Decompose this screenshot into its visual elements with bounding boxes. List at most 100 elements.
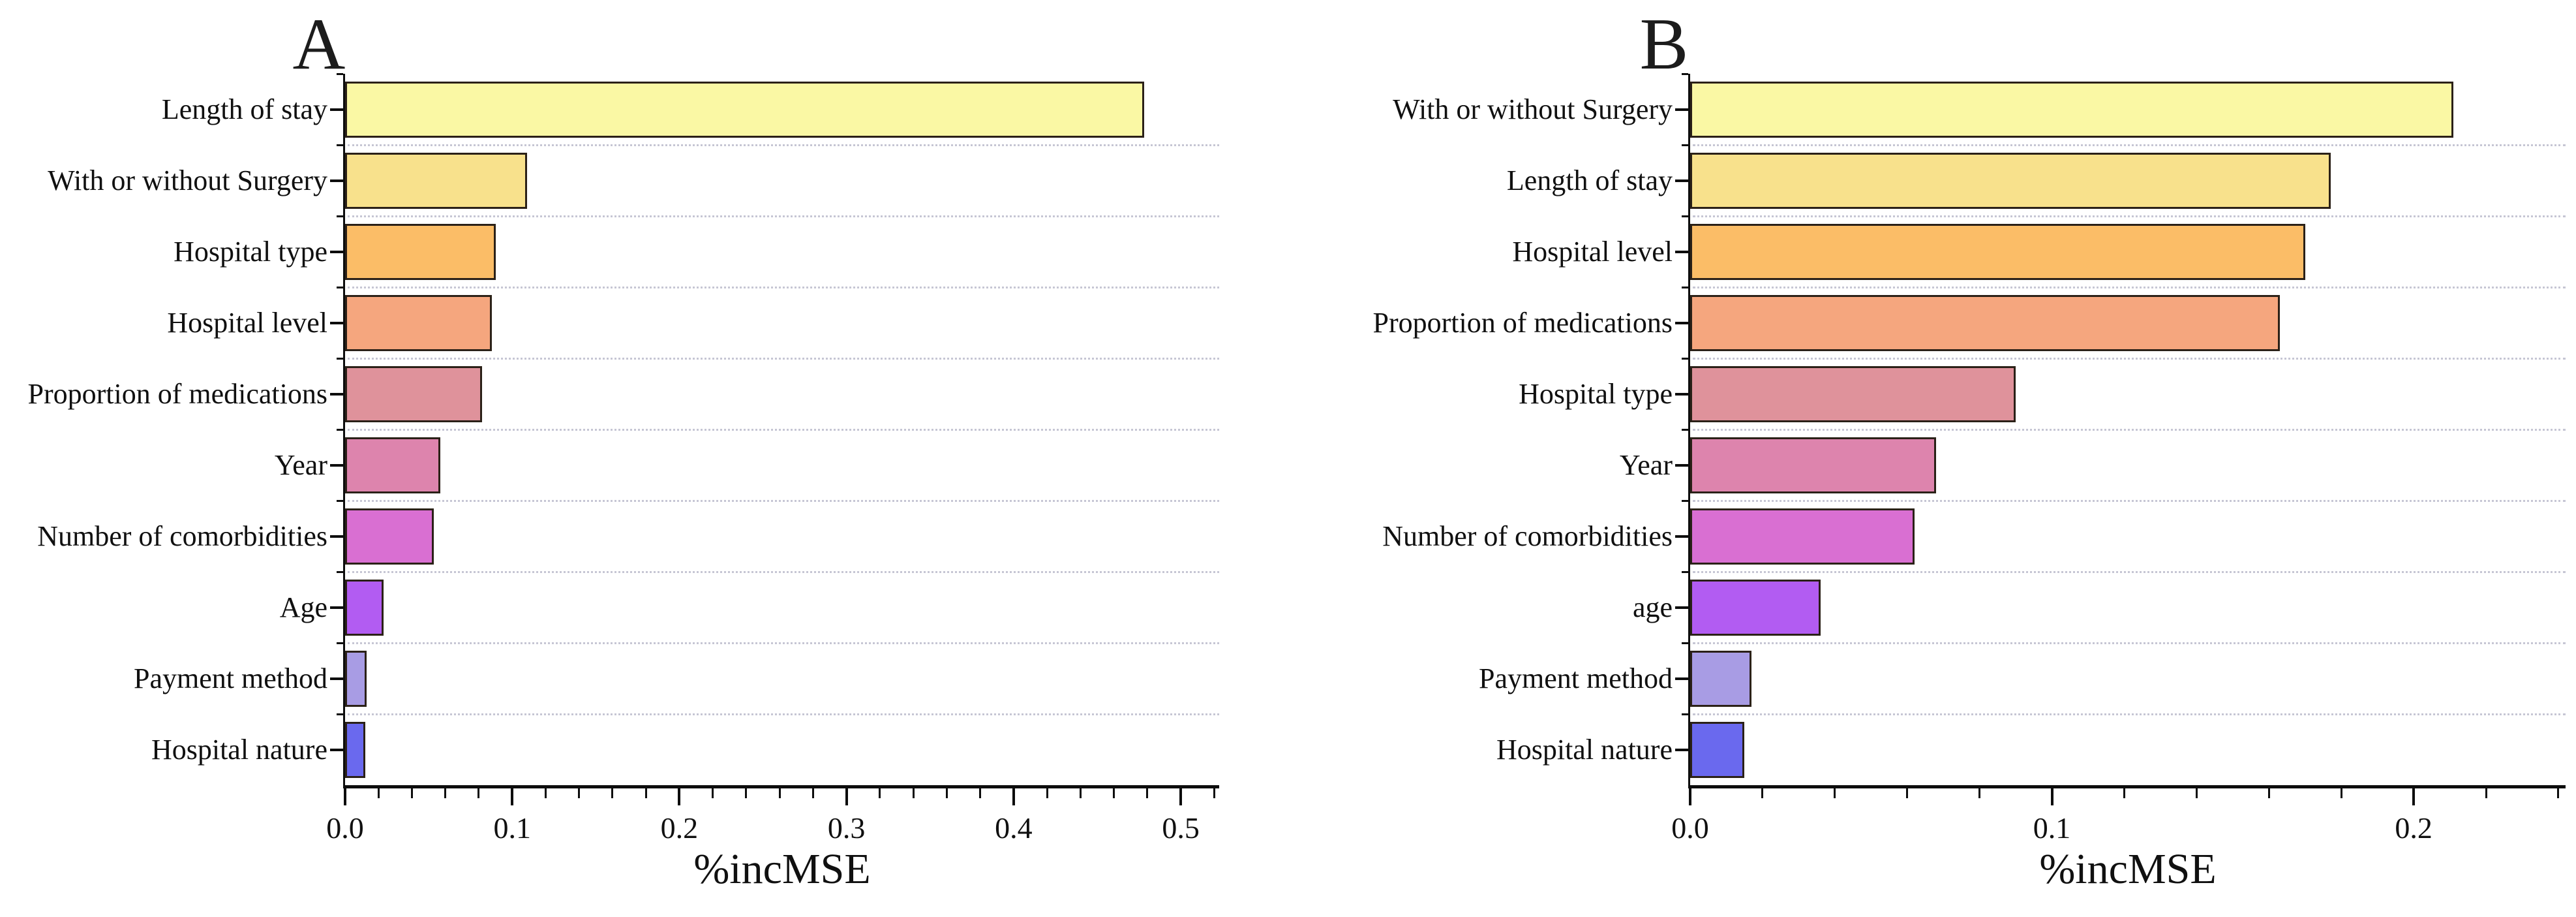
x-minor-tick	[1906, 788, 1909, 798]
x-tick-label: 0.4	[995, 811, 1033, 845]
bar-age	[345, 579, 384, 636]
x-minor-tick	[912, 788, 915, 798]
category-label: Payment method	[1479, 662, 1673, 694]
x-minor-tick	[979, 788, 982, 798]
category-label: Number of comorbidities	[37, 520, 327, 552]
x-tick-label: 0.2	[2395, 811, 2432, 845]
bar-year	[345, 437, 440, 493]
y-major-tick	[1675, 179, 1688, 182]
y-axis-line	[1688, 74, 1690, 787]
x-minor-tick	[1113, 788, 1115, 798]
bar-hospital-nature	[1690, 721, 1744, 778]
y-major-tick	[1675, 250, 1688, 253]
x-minor-tick	[578, 788, 581, 798]
bar-proportion-of-medications	[1690, 294, 2280, 351]
x-minor-tick	[2340, 788, 2342, 798]
category-label: Age	[279, 591, 327, 623]
x-major-tick	[678, 788, 681, 805]
x-tick-label: 0.3	[827, 811, 866, 845]
bar-hospital-level	[1690, 223, 2305, 280]
x-minor-tick	[2485, 788, 2487, 798]
bar-age	[1690, 579, 1821, 636]
y-minor-tick	[337, 571, 343, 573]
y-minor-tick	[1682, 73, 1688, 75]
gridline	[348, 500, 1219, 502]
x-minor-tick	[444, 788, 447, 798]
x-major-tick	[511, 788, 514, 805]
y-minor-tick	[1682, 144, 1688, 146]
gridline	[1693, 429, 2566, 431]
y-minor-tick	[1682, 500, 1688, 502]
x-major-tick	[1179, 788, 1183, 805]
x-minor-tick	[2123, 788, 2125, 798]
bar-with-or-without-surgery	[1690, 81, 2453, 138]
x-minor-tick	[811, 788, 814, 798]
x-minor-tick	[1213, 788, 1215, 798]
y-minor-tick	[1682, 287, 1688, 288]
y-major-tick	[1675, 535, 1688, 538]
category-label: Proportion of medications	[1372, 306, 1673, 339]
y-minor-tick	[337, 358, 343, 360]
y-minor-tick	[337, 713, 343, 715]
gridline	[348, 642, 1219, 644]
bar-length-of-stay	[345, 81, 1144, 138]
bar-payment-method	[345, 650, 367, 707]
y-major-tick	[330, 535, 343, 538]
x-major-tick	[1012, 788, 1015, 805]
x-minor-tick	[477, 788, 480, 798]
gridline	[348, 358, 1219, 360]
x-minor-tick	[1761, 788, 1764, 798]
y-major-tick	[330, 250, 343, 253]
category-label: Year	[1619, 448, 1673, 481]
gridline	[348, 429, 1219, 431]
category-label: Hospital type	[1519, 377, 1673, 410]
x-minor-tick	[1079, 788, 1082, 798]
category-label: Hospital nature	[1496, 733, 1673, 766]
bar-with-or-without-surgery	[345, 152, 527, 209]
y-minor-tick	[1682, 429, 1688, 431]
y-major-tick	[1675, 606, 1688, 609]
y-major-tick	[330, 108, 343, 111]
y-minor-tick	[337, 215, 343, 217]
x-minor-tick	[2195, 788, 2198, 798]
y-minor-tick	[337, 73, 343, 75]
gridline	[1693, 571, 2566, 573]
bar-hospital-type	[345, 223, 496, 280]
bar-number-of-comorbidities	[345, 508, 434, 565]
y-minor-tick	[1682, 571, 1688, 573]
x-major-tick	[2412, 788, 2416, 805]
x-minor-tick	[712, 788, 714, 798]
bar-number-of-comorbidities	[1690, 508, 1915, 565]
category-label: Hospital level	[1512, 235, 1673, 268]
gridline	[348, 287, 1219, 288]
gridline	[1693, 358, 2566, 360]
x-minor-tick	[945, 788, 948, 798]
x-tick-label: 0.5	[1162, 811, 1200, 845]
x-minor-tick	[2557, 788, 2560, 798]
y-minor-tick	[337, 287, 343, 288]
category-label: With or without Surgery	[1393, 93, 1673, 125]
x-major-tick	[845, 788, 848, 805]
y-major-tick	[1675, 463, 1688, 467]
y-minor-tick	[337, 429, 343, 431]
x-major-tick	[2050, 788, 2053, 805]
x-tick-label: 0.0	[326, 811, 364, 845]
x-minor-tick	[1978, 788, 1981, 798]
x-minor-tick	[745, 788, 748, 798]
category-label: age	[1632, 591, 1673, 623]
x-minor-tick	[778, 788, 781, 798]
bar-length-of-stay	[1690, 152, 2331, 209]
y-major-tick	[1675, 321, 1688, 324]
gridline	[1693, 287, 2566, 288]
category-label: Hospital level	[167, 306, 327, 339]
category-label: Hospital nature	[151, 733, 327, 766]
y-major-tick	[330, 606, 343, 609]
gridline	[1693, 713, 2566, 715]
category-label: Length of stay	[1506, 164, 1673, 196]
x-minor-tick	[1834, 788, 1836, 798]
category-label: Year	[274, 448, 327, 481]
gridline	[348, 571, 1219, 573]
bar-hospital-type	[1690, 365, 2016, 422]
y-minor-tick	[337, 642, 343, 644]
bar-hospital-nature	[345, 721, 365, 778]
